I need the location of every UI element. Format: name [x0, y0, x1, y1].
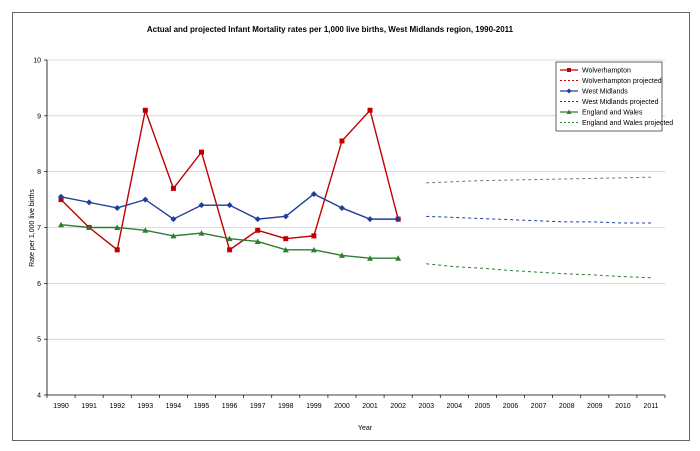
x-tick-label: 2011	[643, 403, 658, 410]
legend-marker	[566, 88, 572, 94]
data-point	[367, 216, 374, 223]
x-tick-label: 2002	[390, 403, 406, 410]
x-tick-label: 1991	[81, 403, 97, 410]
legend: Wolverhampton Wolverhampton projected West…	[555, 61, 673, 132]
data-point	[395, 216, 402, 223]
series-line-5	[426, 263, 651, 279]
data-point	[338, 252, 345, 258]
data-point	[114, 204, 121, 211]
y-tick-label: 4	[37, 393, 41, 400]
x-tick-label: 1998	[278, 403, 294, 410]
data-point	[198, 202, 205, 209]
data-point	[367, 107, 373, 113]
data-point	[142, 196, 149, 203]
data-point	[283, 236, 289, 242]
series-line-0	[60, 107, 399, 252]
y-tick-labels: 4 5 6 7 8 9 10	[33, 58, 41, 400]
data-point	[254, 238, 261, 244]
data-point	[367, 255, 374, 261]
y-tick-label: 10	[33, 58, 41, 65]
y-tick-label: 9	[37, 113, 41, 120]
x-tick-labels: 1990 1991 1992 1993 1994 1995 1996 1997 1998 1999…	[53, 403, 658, 410]
x-tick-label: 2000	[334, 403, 350, 410]
x-tick-label: 2007	[531, 403, 547, 410]
data-point	[170, 185, 176, 191]
x-tick-label: 2006	[503, 403, 519, 410]
x-tick-label: 2008	[559, 403, 575, 410]
legend-label: England and Wales	[582, 110, 643, 117]
legend-label: West Midlands projected	[582, 99, 659, 106]
data-point	[170, 232, 177, 239]
y-tick-label: 6	[37, 281, 41, 288]
legend-marker	[567, 68, 571, 72]
data-point	[142, 107, 148, 113]
data-point	[311, 233, 317, 239]
legend-label: Wolverhampton	[582, 68, 631, 75]
data-point	[226, 235, 233, 242]
x-tick-label: 1995	[194, 403, 210, 410]
x-tick-label: 1992	[109, 403, 125, 410]
data-point	[227, 247, 233, 253]
data-point	[282, 213, 289, 220]
data-point	[199, 149, 204, 155]
x-tick-label: 2005	[475, 403, 491, 410]
data-point	[114, 247, 120, 253]
series-lines	[60, 107, 651, 279]
x-tick-label: 1994	[166, 403, 182, 410]
data-point	[310, 191, 317, 197]
x-tick-label: 1999	[306, 403, 322, 410]
series-line-4	[60, 224, 399, 259]
legend-label: Wolverhampton projected	[582, 78, 662, 85]
data-point	[170, 216, 177, 223]
y-axis-label: Rate per 1,000 live births	[29, 189, 36, 267]
x-tick-label: 2004	[447, 403, 463, 410]
x-tick-label: 2010	[615, 403, 631, 410]
axes	[44, 59, 666, 398]
series-markers	[58, 107, 402, 261]
legend-label: England and Wales projected	[582, 120, 673, 127]
x-tick-label: 2001	[362, 403, 378, 410]
data-point	[395, 255, 402, 261]
legend-marker	[566, 109, 572, 114]
y-tick-label: 7	[37, 225, 41, 232]
legend-label: West Midlands	[582, 89, 628, 96]
data-point	[254, 216, 261, 223]
y-tick-label: 5	[37, 337, 41, 344]
x-tick-label: 2003	[418, 403, 434, 410]
x-tick-label: 1997	[250, 403, 266, 410]
data-point	[114, 224, 121, 230]
data-point	[198, 230, 205, 236]
x-tick-label: 1990	[53, 403, 69, 410]
data-point	[58, 221, 65, 228]
data-point	[86, 224, 93, 230]
x-axis-label: Year	[358, 425, 373, 432]
data-point	[338, 204, 345, 211]
series-line-projection	[426, 176, 651, 184]
x-tick-label: 1993	[138, 403, 154, 410]
data-point	[339, 138, 345, 144]
data-point	[282, 246, 289, 253]
x-tick-label: 1996	[222, 403, 238, 410]
legend-box	[555, 61, 663, 132]
data-point	[226, 202, 233, 209]
series-line-3	[426, 215, 651, 224]
data-point	[310, 246, 317, 253]
x-tick-label: 2009	[587, 403, 603, 410]
data-point	[142, 227, 149, 233]
gridlines	[47, 59, 665, 340]
data-point	[86, 199, 93, 206]
y-tick-label: 8	[37, 169, 41, 176]
data-point	[58, 193, 65, 200]
chart-title: Actual and projected Infant Mortality ra…	[147, 25, 514, 34]
data-point	[255, 227, 261, 233]
